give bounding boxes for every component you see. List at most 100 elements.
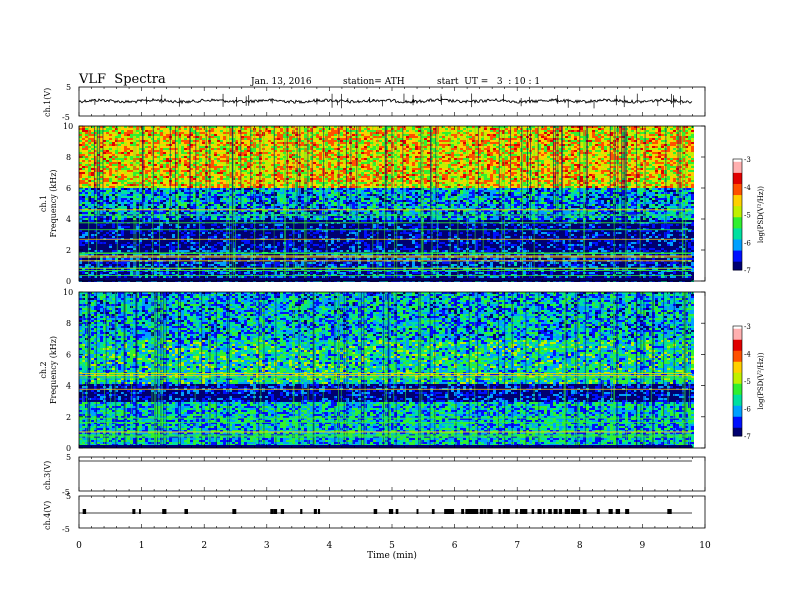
ch1-spectrogram-cell — [514, 144, 517, 146]
ch1-spectrogram-cell — [214, 144, 217, 146]
ch1-spectrogram-cell — [601, 148, 604, 150]
ch1-spectrogram-cell — [454, 136, 457, 138]
ch1-spectrogram-cell — [547, 138, 550, 140]
ch1-spectrogram-cell — [496, 144, 499, 146]
ch1-spectrogram-cell — [388, 146, 391, 148]
ch1-spectrogram-cell — [472, 164, 475, 166]
ch1-spectrogram-cell — [79, 142, 82, 144]
ch1-spectrogram-cell — [211, 138, 214, 140]
ch1-spectrogram-cell — [313, 164, 316, 166]
ch1-spectrogram-cell — [397, 156, 400, 158]
ch1-spectrogram-cell — [523, 146, 526, 148]
ch1-spectrogram-cell — [316, 148, 319, 150]
ch1-spectrogram-cell — [268, 140, 271, 142]
ch1-spectrogram-cell — [388, 164, 391, 166]
ch1-spectrogram-cell — [667, 130, 670, 132]
ch1-spectrogram-cell — [145, 128, 148, 130]
ch1-spectrogram-cell — [688, 156, 691, 158]
ch1-spectrogram-cell — [256, 134, 259, 136]
ch1-spectrogram-cell — [571, 162, 574, 164]
ch1-spectrogram-cell — [403, 130, 406, 132]
ch1-spectrogram-cell — [172, 154, 175, 156]
ch1-spectrogram-cell — [316, 154, 319, 156]
ch1-spectrogram-cell — [439, 146, 442, 148]
ch1-spectrogram-cell — [352, 166, 355, 168]
ch1-spectrogram-cell — [676, 134, 679, 136]
ch1-spectrogram-cell — [409, 130, 412, 132]
ch1-spectrogram-cell — [397, 152, 400, 154]
ch1-spectrogram-cell — [268, 160, 271, 162]
ch1-spectrogram-cell — [415, 158, 418, 160]
ch1-spectrogram-cell — [595, 158, 598, 160]
ch1-spectrogram-cell — [691, 140, 694, 142]
ch1-spectrogram-cell — [592, 156, 595, 158]
ch1-spectrogram-cell — [496, 162, 499, 164]
ch1-spectrogram-cell — [427, 160, 430, 162]
ch1-spectrogram-cell — [160, 136, 163, 138]
ch1-spectrogram-cell — [241, 152, 244, 154]
ch1-spectrogram-cell — [463, 128, 466, 130]
ch1-spectrogram-cell — [403, 134, 406, 136]
ch1-spectrogram-cell — [592, 158, 595, 160]
ch1-spectrogram-cell — [211, 128, 214, 130]
ch1-spectrogram-cell — [127, 156, 130, 158]
ch1-spectrogram-cell — [469, 142, 472, 144]
ch1-spectrogram-cell — [493, 128, 496, 130]
ch1-spectrogram-cell — [313, 128, 316, 130]
ch1-spectrogram-cell — [505, 160, 508, 162]
ch1-spectrogram-cell — [145, 160, 148, 162]
ch1-spectrogram-cell — [493, 148, 496, 150]
ch1-spectrogram-cell — [112, 148, 115, 150]
ch1-spectrogram-cell — [163, 162, 166, 164]
ch1-spectrogram-cell — [451, 154, 454, 156]
ch1-spectrogram-cell — [607, 134, 610, 136]
ch1-spectrogram-cell — [181, 166, 184, 168]
ch1-spectrogram-cell — [673, 160, 676, 162]
ch1-spectrogram-cell — [439, 138, 442, 140]
ch1-spectrogram-cell — [472, 144, 475, 146]
ch1-spectrogram-cell — [106, 140, 109, 142]
ch1-spectrogram-cell — [352, 130, 355, 132]
ch1-spectrogram-cell — [121, 166, 124, 168]
ch1-spectrogram-cell — [196, 166, 199, 168]
ch1-spectrogram-cell — [406, 134, 409, 136]
ch1-spectrogram-cell — [670, 144, 673, 146]
ch1-spectrogram-cell — [484, 140, 487, 142]
ch1-spectrogram-cell — [211, 162, 214, 164]
ch1-spectrogram-cell — [472, 134, 475, 136]
ch1-spectrogram-cell — [373, 160, 376, 162]
ch1-spectrogram-cell — [268, 138, 271, 140]
ch1-spectrogram-cell — [181, 146, 184, 148]
ch1-spectrogram-cell — [580, 134, 583, 136]
ch1-spectrogram-cell — [592, 142, 595, 144]
ch1-spectrogram-cell — [130, 156, 133, 158]
ch1-spectrogram-cell — [544, 138, 547, 140]
ch1-spectrogram-cell — [415, 152, 418, 154]
ch1-spectrogram-cell — [277, 150, 280, 152]
ch1-spectrogram-cell — [118, 140, 121, 142]
ch1-spectrogram-cell — [670, 128, 673, 130]
ch1-spectrogram-cell — [652, 150, 655, 152]
ch1-spectrogram-cell — [676, 132, 679, 134]
ch1-spectrogram-cell — [247, 134, 250, 136]
ch1-spectrogram-cell — [280, 158, 283, 160]
ch1-spectrogram-cell — [172, 134, 175, 136]
ch1-spectrogram-cell — [646, 130, 649, 132]
ch1-spectrogram-cell — [334, 128, 337, 130]
ch1-spectrogram-cell — [541, 130, 544, 132]
ch1-spectrogram-cell — [517, 156, 520, 158]
ch1-spectrogram-cell — [637, 138, 640, 140]
ch1-spectrogram-cell — [361, 134, 364, 136]
ch1-spectrogram-cell — [490, 154, 493, 156]
ch1-spectrogram-cell — [454, 138, 457, 140]
ch1-spectrogram-cell — [313, 136, 316, 138]
ch1-spectrogram-cell — [361, 128, 364, 130]
ch1-spectrogram-cell — [79, 158, 82, 160]
ch1-spectrogram-cell — [85, 152, 88, 154]
ch1-spectrogram-cell — [604, 156, 607, 158]
ch1-spectrogram-cell — [463, 146, 466, 148]
ch1-spectrogram-cell — [463, 150, 466, 152]
ch1-spectrogram-cell — [412, 146, 415, 148]
ch1-spectrogram-cell — [544, 158, 547, 160]
ch1-spectrogram-cell — [373, 158, 376, 160]
